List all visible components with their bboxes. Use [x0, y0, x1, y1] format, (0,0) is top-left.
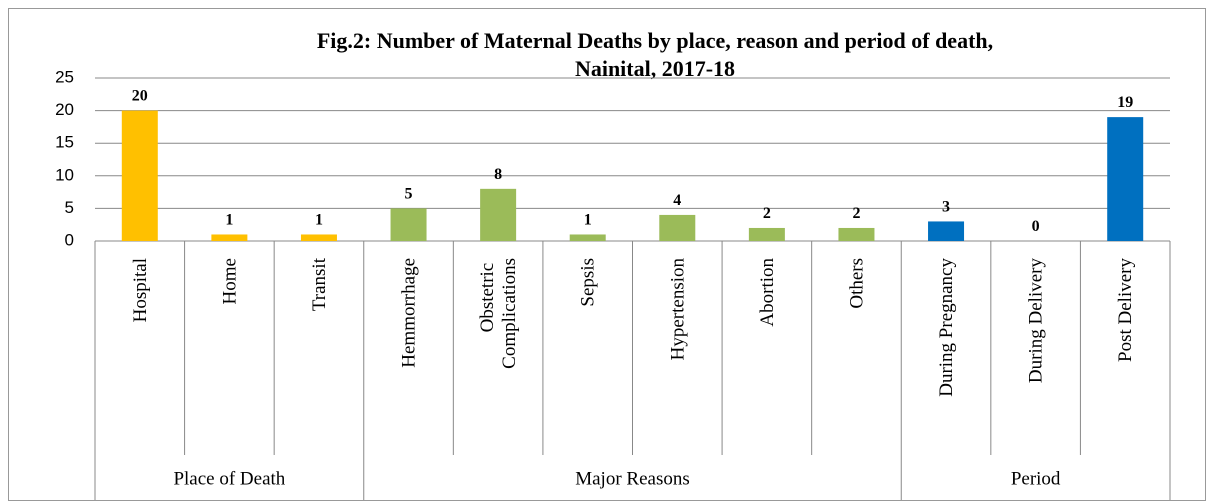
data-label: 20 — [132, 88, 148, 105]
x-tick-label: Transit — [309, 257, 330, 311]
data-label: 2 — [852, 205, 860, 222]
bar — [838, 227, 875, 241]
x-tick-label: During Delivery — [1026, 258, 1047, 384]
bar — [121, 110, 158, 241]
data-label: 3 — [942, 198, 950, 215]
y-tick-label: 15 — [55, 133, 74, 152]
data-label: 0 — [1032, 218, 1040, 235]
data-label: 19 — [1117, 94, 1133, 111]
group-label: Major Reasons — [575, 468, 690, 489]
y-tick-label: 10 — [55, 165, 74, 184]
x-tick-label: Abortion — [757, 258, 778, 327]
data-label: 1 — [315, 211, 323, 228]
data-label: 1 — [584, 211, 592, 228]
x-tick-label: Post Delivery — [1115, 258, 1136, 362]
chart-border — [8, 8, 1206, 501]
chart-title: Fig.2: Number of Maternal Deaths by plac… — [317, 28, 993, 53]
bar — [928, 221, 965, 241]
bar — [748, 227, 785, 241]
bar — [390, 208, 427, 241]
x-tick-label: Others — [846, 258, 867, 309]
y-tick-label: 5 — [65, 198, 74, 217]
y-tick-label: 20 — [55, 100, 74, 119]
x-tick-label: Sepsis — [578, 258, 599, 307]
bar — [1107, 117, 1144, 241]
x-tick-label: Home — [219, 258, 240, 304]
x-tick-label: Hemmorrhage — [399, 258, 420, 368]
group-label: Place of Death — [173, 468, 285, 489]
chart-title: Nainital, 2017-18 — [575, 56, 735, 81]
bar — [659, 214, 696, 241]
group-label: Period — [1011, 468, 1061, 489]
y-tick-label: 0 — [65, 230, 74, 249]
bar — [480, 188, 517, 241]
y-tick-label: 25 — [55, 67, 74, 86]
data-label: 1 — [225, 211, 233, 228]
x-tick-label: Hospital — [130, 258, 151, 322]
x-tick-label: Hypertension — [667, 258, 688, 361]
bar — [300, 234, 337, 241]
bar — [211, 234, 248, 241]
data-label: 5 — [405, 185, 413, 202]
data-label: 2 — [763, 205, 771, 222]
x-tick-label: Obstetric Complications — [477, 258, 520, 369]
data-label: 8 — [494, 166, 502, 183]
x-tick-label: During Pregnancy — [936, 258, 957, 397]
data-label: 4 — [673, 192, 681, 209]
bar — [569, 234, 606, 241]
